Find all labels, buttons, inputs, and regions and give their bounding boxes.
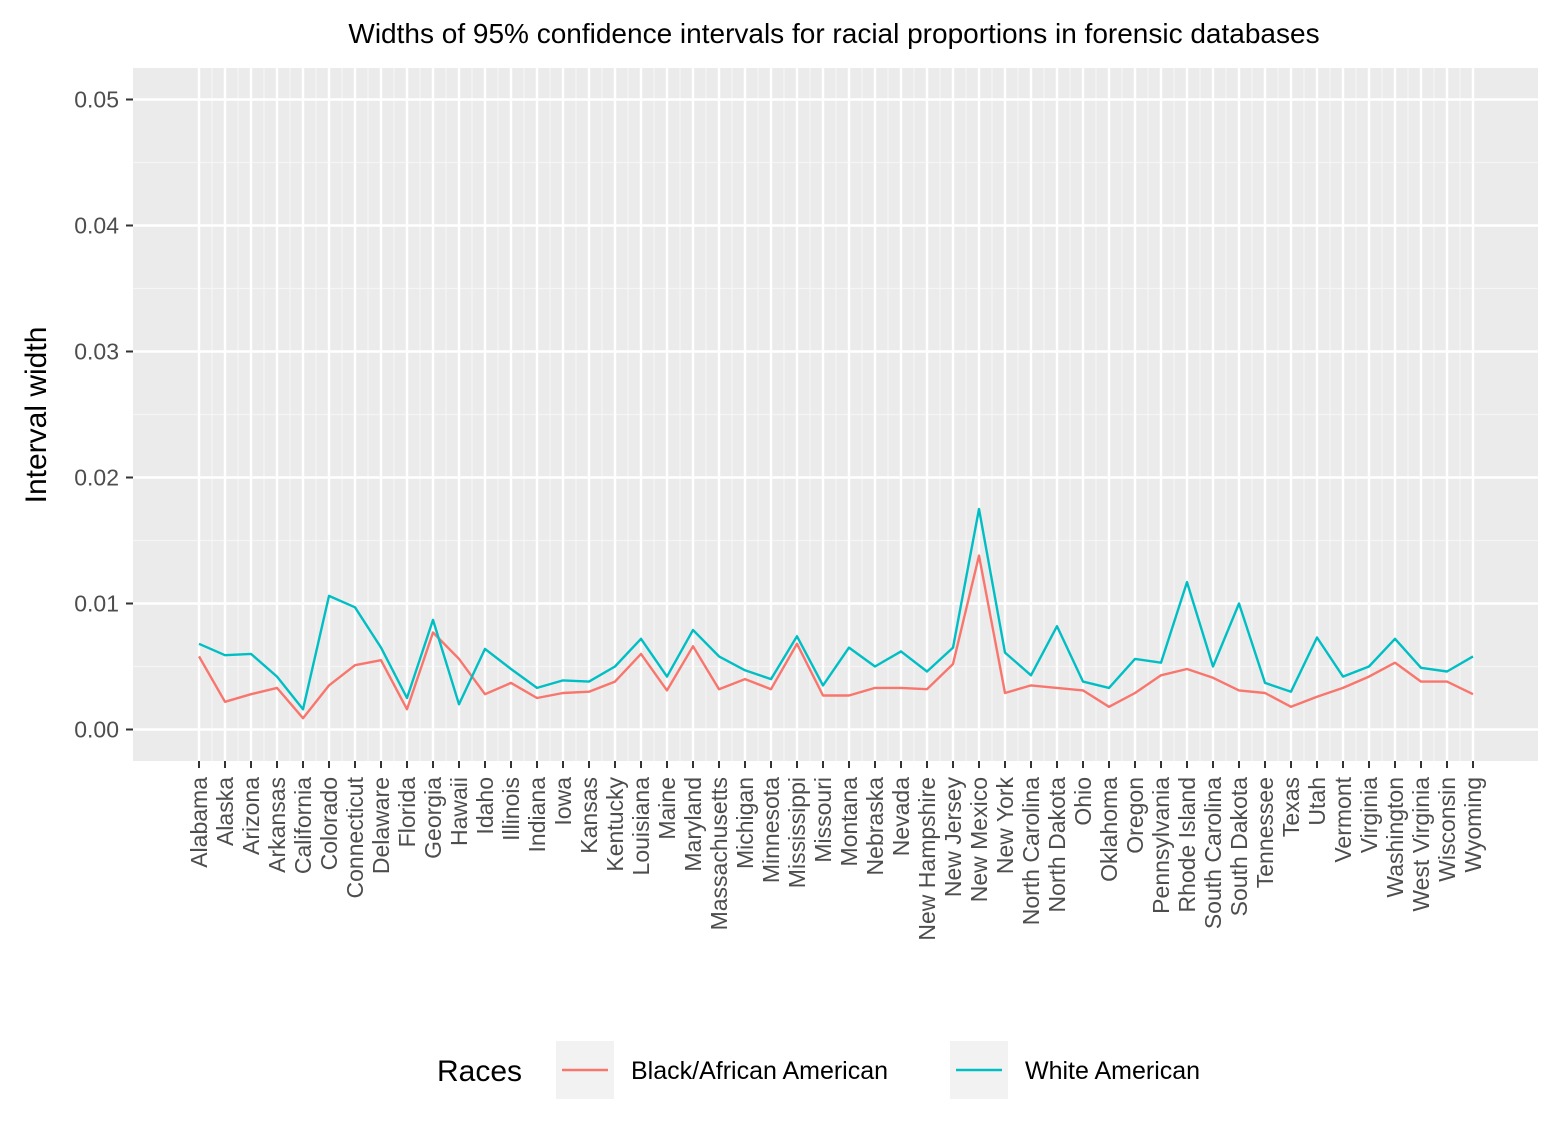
x-tick-label: Vermont [1330, 776, 1356, 862]
y-tick-label: 0.01 [74, 591, 119, 617]
legend-label: Black/African American [631, 1057, 888, 1085]
x-tick-label: Kentucky [602, 777, 628, 872]
x-tick-label: Pennsylvania [1148, 777, 1174, 914]
y-axis-title: Interval width [20, 327, 53, 504]
y-axis: 0.00 0.01 0.02 0.03 0.04 0.05 [74, 87, 133, 743]
x-tick-label: Kansas [576, 777, 602, 854]
y-tick-label: 0.05 [74, 87, 119, 113]
y-tick-label: 0.02 [74, 465, 119, 491]
legend-items: Black/African American White American [556, 1041, 1200, 1099]
x-tick-label: Rhode Island [1174, 777, 1200, 913]
chart-title: Widths of 95% confidence intervals for r… [348, 18, 1319, 49]
grid-major [133, 68, 1538, 761]
x-tick-label: Texas [1278, 777, 1304, 837]
x-tick-label: Colorado [316, 777, 342, 870]
x-tick-label: North Dakota [1044, 777, 1070, 913]
x-tick-label: Massachusetts [706, 777, 732, 930]
x-tick-label: West Virginia [1408, 777, 1434, 912]
x-tick-label: New Hampshire [914, 777, 940, 941]
series-line [197, 554, 1474, 720]
x-tick-label: Virginia [1356, 777, 1382, 853]
x-tick-label: New York [992, 777, 1018, 875]
x-tick-label: Arkansas [264, 777, 290, 873]
x-tick-label: Tennessee [1252, 777, 1278, 888]
x-tick-label: California [290, 777, 316, 874]
x-tick-label: Nebraska [862, 777, 888, 876]
x-tick-label: New Jersey [940, 777, 966, 898]
x-tick-label: Oklahoma [1096, 777, 1122, 882]
grid-minor [133, 68, 1538, 761]
x-tick-label: Georgia [420, 777, 446, 859]
x-tick-label: Missouri [810, 777, 836, 863]
x-tick-label: Connecticut [342, 776, 368, 898]
x-tick-label: Maryland [680, 777, 706, 872]
legend-label: White American [1025, 1057, 1200, 1085]
series-lines [197, 507, 1474, 720]
x-tick-label: Michigan [732, 777, 758, 869]
x-tick-label: Ohio [1070, 777, 1096, 826]
y-tick-label: 0.00 [74, 717, 119, 743]
x-tick-label: Iowa [550, 777, 576, 826]
x-tick-label: Utah [1304, 777, 1330, 826]
x-tick-label: Montana [836, 777, 862, 867]
x-tick-label: Wyoming [1460, 777, 1486, 873]
y-tick-label: 0.04 [74, 213, 119, 239]
x-tick-label: Louisiana [628, 777, 654, 876]
x-tick-label: Arizona [238, 777, 264, 855]
x-tick-label: Alabama [186, 777, 212, 868]
x-tick-label: Washington [1382, 777, 1408, 898]
x-tick-label: North Carolina [1018, 777, 1044, 925]
x-tick-label: Indiana [524, 777, 550, 853]
x-tick-label: Hawaii [446, 777, 472, 846]
x-tick-label: South Carolina [1200, 777, 1226, 929]
x-tick-label: Oregon [1122, 777, 1148, 854]
x-tick-label: Delaware [368, 777, 394, 874]
legend-title: Races [437, 1055, 522, 1088]
x-tick-label: Alaska [212, 777, 238, 846]
x-tick-label: Mississippi [784, 777, 810, 888]
x-axis: Alabama Alaska Arizona Arkansas California Co… [186, 761, 1486, 941]
x-tick-label: Nevada [888, 777, 914, 856]
legend: Races Black/African American White Americ… [437, 1041, 1200, 1099]
y-tick-label: 0.03 [74, 339, 119, 365]
x-tick-label: Maine [654, 777, 680, 840]
x-tick-label: Idaho [472, 777, 498, 835]
x-tick-label: South Dakota [1226, 777, 1252, 917]
x-tick-label: Florida [394, 777, 420, 848]
x-tick-label: New Mexico [966, 777, 992, 902]
x-tick-label: Illinois [498, 777, 524, 841]
x-tick-label: Wisconsin [1434, 777, 1460, 882]
x-tick-label: Minnesota [758, 777, 784, 883]
series-line [198, 507, 1474, 711]
